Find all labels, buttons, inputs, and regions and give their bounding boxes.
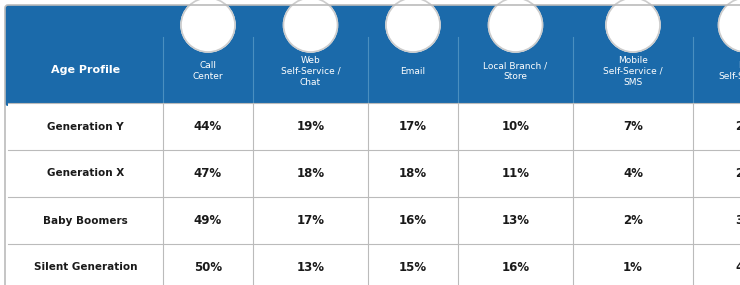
Text: 10%: 10% [502,120,530,133]
Text: Call
Center: Call Center [192,61,223,82]
Text: 50%: 50% [194,261,222,274]
Text: 7%: 7% [623,120,643,133]
Circle shape [386,0,440,52]
Text: 1%: 1% [623,261,643,274]
Text: 19%: 19% [297,120,325,133]
Text: Age Profile: Age Profile [51,65,120,75]
Text: 15%: 15% [399,261,427,274]
Text: Email: Email [400,67,426,76]
Text: Silent Generation: Silent Generation [34,262,137,272]
Circle shape [181,0,235,52]
Text: 11%: 11% [502,167,530,180]
Text: 16%: 16% [502,261,530,274]
Text: 4%: 4% [736,261,740,274]
Text: 17%: 17% [297,214,325,227]
Circle shape [283,0,337,52]
Text: Generation Y: Generation Y [47,121,124,131]
Text: 13%: 13% [502,214,530,227]
Circle shape [719,0,740,52]
Text: 2%: 2% [623,214,643,227]
Bar [8,150,740,197]
Text: 16%: 16% [399,214,427,227]
Text: 47%: 47% [194,167,222,180]
Text: Local Branch /
Store: Local Branch / Store [483,61,548,82]
Text: 18%: 18% [399,167,427,180]
Circle shape [488,0,542,52]
FancyBboxPatch shape [5,5,740,106]
Text: 2%: 2% [736,120,740,133]
Bar [8,103,740,150]
Text: 2%: 2% [736,167,740,180]
Bar [8,95,740,103]
Text: 44%: 44% [194,120,222,133]
Bar [8,197,740,244]
FancyBboxPatch shape [5,241,740,285]
Text: 18%: 18% [297,167,325,180]
Text: 3%: 3% [736,214,740,227]
Text: 17%: 17% [399,120,427,133]
Circle shape [606,0,660,52]
Text: IVR
Self-Service: IVR Self-Service [719,61,740,82]
Text: 13%: 13% [297,261,325,274]
Bar [8,244,740,283]
Text: Generation X: Generation X [47,168,124,178]
Text: Mobile
Self-Service /
SMS: Mobile Self-Service / SMS [603,56,663,87]
Text: 49%: 49% [194,214,222,227]
Text: Web
Self-Service /
Chat: Web Self-Service / Chat [280,56,340,87]
Text: 4%: 4% [623,167,643,180]
Text: Baby Boomers: Baby Boomers [43,215,128,225]
